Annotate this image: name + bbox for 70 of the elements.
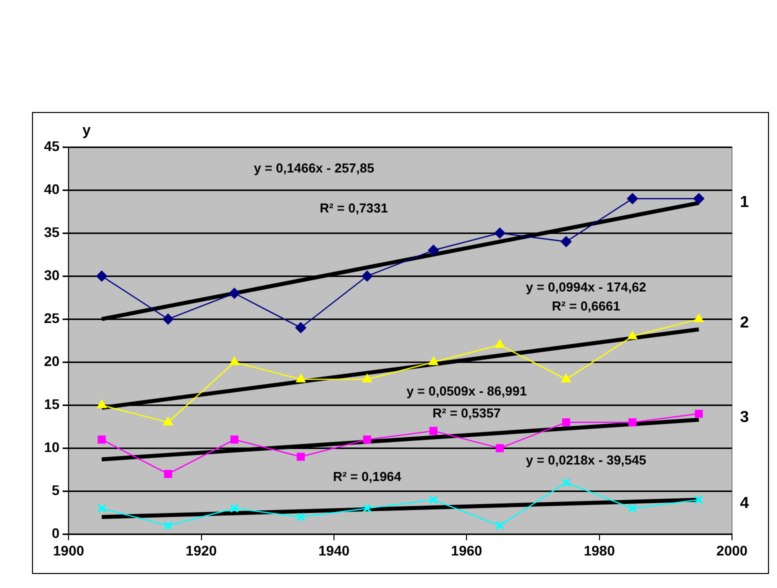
y-tick-label: 15 [44, 396, 60, 412]
point [296, 452, 305, 461]
x-tick-label: 2000 [716, 542, 748, 558]
point [694, 314, 704, 322]
x-tick-label: 1940 [318, 542, 350, 558]
point [428, 356, 438, 366]
y-tick-label: 20 [44, 352, 60, 369]
point [97, 504, 106, 513]
point [562, 418, 570, 426]
point [494, 339, 505, 348]
point [162, 314, 174, 325]
y-tick-label: 35 [44, 224, 60, 240]
annotation: R² = 0,1964 [332, 468, 402, 484]
annotation: y = 0,0218x - 39,545 [526, 452, 646, 468]
point [362, 270, 373, 282]
point [628, 330, 638, 340]
point [693, 193, 704, 204]
text: 1 [740, 194, 749, 212]
point [428, 244, 439, 256]
x-tick-label: 1920 [186, 542, 218, 558]
y-tick-label: 25 [44, 310, 60, 326]
point [98, 436, 106, 444]
point [560, 236, 572, 248]
point [296, 512, 306, 522]
point [628, 504, 638, 513]
y-tick-label: 30 [44, 266, 60, 283]
annotation: y = 0,0509x - 86,991 [406, 384, 527, 399]
y-tick-label: 45 [44, 138, 60, 154]
y-axis-title: y [82, 122, 92, 140]
point [494, 228, 506, 239]
y-tick-label: 5 [52, 482, 60, 498]
point [295, 322, 306, 334]
y-tick-label: 10 [44, 439, 60, 456]
text: 2 [740, 314, 749, 332]
x-tick-label: 1980 [584, 542, 616, 558]
point [96, 400, 107, 408]
text: 4 [740, 495, 749, 512]
x-tick-label: 1960 [451, 542, 482, 558]
point [495, 521, 504, 530]
point [164, 470, 172, 478]
point [230, 356, 240, 366]
annotation: y = 0,0994x - 174,62 [526, 280, 646, 295]
annotation: y = 0,1466x - 257,85 [254, 160, 374, 176]
chart-frame: 1900 1920 1940 1960 1980 2000 0 5 10 15 20 25 30 35 40 45 y = 0,1466x - 257,85 R² = 0,7331 y = 0,0994x - 174,62 R² = 0,6661 y = 0,0509x - 86,991 R² = 0,5357 y = 0,0218x - 39,545 R² = 0,1964 1 2 3 4 y [32, 112, 769, 574]
point [561, 374, 571, 382]
point [362, 504, 372, 513]
y-tick-label: 0 [52, 525, 60, 542]
annotation: R² = 0,7331 [320, 200, 388, 216]
point [628, 418, 637, 426]
point [230, 436, 238, 444]
point [626, 193, 638, 204]
annotation: R² = 0,6661 [552, 298, 620, 314]
text: 3 [740, 409, 749, 426]
point [164, 521, 173, 530]
point [228, 288, 240, 299]
point [429, 426, 438, 435]
point [230, 504, 239, 513]
point [363, 436, 372, 444]
annotation: R² = 0,5357 [432, 405, 501, 420]
point [96, 270, 108, 282]
point [694, 495, 704, 504]
point [362, 374, 372, 382]
y-tick-label: 40 [44, 180, 60, 197]
point [694, 410, 703, 418]
point [496, 444, 504, 452]
point [562, 478, 571, 488]
point [163, 416, 173, 426]
point [296, 374, 306, 382]
point [428, 495, 438, 504]
x-tick-label: 1900 [52, 542, 84, 558]
